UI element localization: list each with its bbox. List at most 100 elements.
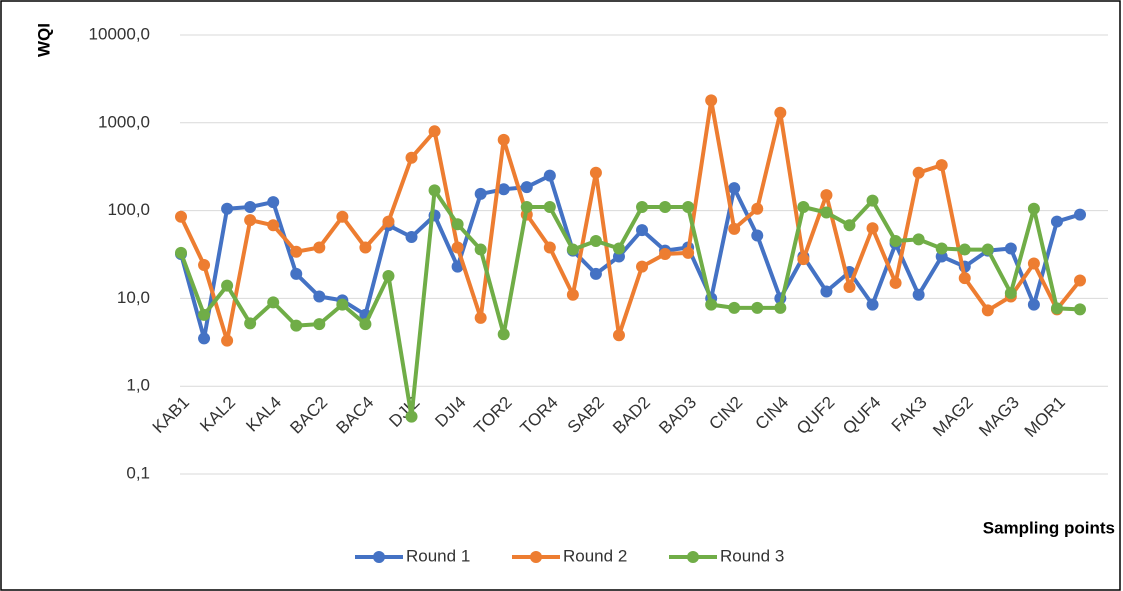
- data-point: [198, 308, 211, 321]
- data-point: [728, 222, 741, 235]
- data-point: [520, 200, 533, 213]
- data-point: [659, 200, 672, 213]
- data-point: [797, 200, 810, 213]
- data-point: [774, 106, 787, 119]
- data-point: [589, 166, 602, 179]
- data-point: [244, 200, 257, 213]
- data-point: [659, 248, 672, 261]
- data-point: [198, 332, 211, 345]
- data-point: [636, 260, 649, 273]
- data-point: [336, 298, 349, 311]
- x-tick-label: MAG2: [929, 393, 977, 441]
- data-point: [589, 267, 602, 280]
- data-point: [267, 296, 280, 309]
- data-point: [912, 288, 925, 301]
- data-point: [682, 200, 695, 213]
- data-point: [935, 159, 948, 172]
- y-tick-label: 1000,0: [98, 112, 150, 131]
- x-tick-label: KAL2: [196, 393, 239, 436]
- data-point: [1027, 257, 1040, 270]
- x-tick-label: DJI2: [385, 393, 423, 431]
- x-tick-label: MOR1: [1021, 393, 1069, 441]
- data-point: [198, 259, 211, 272]
- data-point: [636, 200, 649, 213]
- x-tick-label: FAK3: [888, 393, 931, 436]
- data-point: [543, 200, 556, 213]
- data-point: [866, 298, 879, 311]
- data-point: [382, 269, 395, 282]
- x-tick-label: TOR2: [470, 393, 515, 438]
- data-point: [1004, 287, 1017, 300]
- data-point: [221, 334, 234, 347]
- data-point: [405, 410, 418, 423]
- data-point: [405, 231, 418, 244]
- data-point: [313, 290, 326, 303]
- data-point: [543, 241, 556, 254]
- data-point: [290, 319, 303, 332]
- data-point: [175, 210, 187, 223]
- data-point: [774, 301, 787, 314]
- x-tick-label: SAB2: [564, 393, 608, 437]
- data-point: [267, 196, 280, 209]
- legend-label: Round 1: [406, 546, 470, 565]
- data-point: [497, 133, 510, 146]
- data-point: [474, 243, 487, 256]
- series-line: [179, 98, 1082, 343]
- data-point: [958, 272, 971, 285]
- data-point: [290, 245, 303, 258]
- legend-marker: [530, 551, 542, 563]
- data-point: [543, 169, 556, 182]
- data-point: [728, 301, 741, 314]
- data-point: [336, 210, 349, 223]
- data-point: [359, 241, 372, 254]
- data-point: [751, 202, 764, 215]
- data-point: [267, 219, 280, 232]
- data-point: [636, 224, 649, 237]
- data-point: [751, 301, 764, 314]
- data-point: [589, 235, 602, 248]
- data-point: [889, 276, 902, 289]
- x-tick-label: KAL4: [242, 393, 285, 436]
- data-point: [474, 311, 487, 324]
- x-tick-label: BAC2: [286, 393, 331, 438]
- data-point: [958, 243, 971, 256]
- data-point: [290, 267, 303, 280]
- data-point: [981, 304, 994, 317]
- data-point: [912, 166, 925, 179]
- y-axis-title: WQI: [34, 23, 53, 57]
- data-point: [820, 189, 833, 202]
- data-point: [1027, 202, 1040, 215]
- data-point: [889, 235, 902, 248]
- data-point: [1050, 302, 1063, 315]
- data-point: [1074, 274, 1086, 287]
- data-point: [566, 243, 579, 256]
- data-point: [981, 243, 994, 256]
- data-point: [428, 184, 441, 197]
- data-point: [912, 233, 925, 246]
- x-tick-label: BAD2: [609, 393, 654, 438]
- series-line: [179, 173, 1081, 341]
- data-point: [1050, 215, 1063, 228]
- data-point: [244, 214, 257, 227]
- data-point: [313, 318, 326, 331]
- data-point: [497, 328, 510, 341]
- y-tick-label: 1,0: [126, 376, 150, 395]
- y-tick-label: 0,1: [126, 463, 150, 482]
- y-tick-label: 10000,0: [89, 24, 150, 43]
- x-tick-label: CIN2: [705, 393, 746, 434]
- data-point: [359, 318, 372, 331]
- legend-marker: [373, 551, 385, 563]
- data-point: [612, 242, 625, 255]
- data-point: [451, 241, 464, 254]
- data-point: [843, 280, 856, 293]
- data-point: [866, 194, 879, 207]
- data-point: [728, 182, 741, 195]
- data-point: [1074, 303, 1086, 316]
- data-point: [428, 125, 441, 138]
- data-point: [1074, 208, 1086, 221]
- data-point: [566, 288, 579, 301]
- x-tick-label: KAB1: [149, 393, 193, 437]
- legend-label: Round 2: [563, 546, 627, 565]
- data-point: [682, 246, 695, 259]
